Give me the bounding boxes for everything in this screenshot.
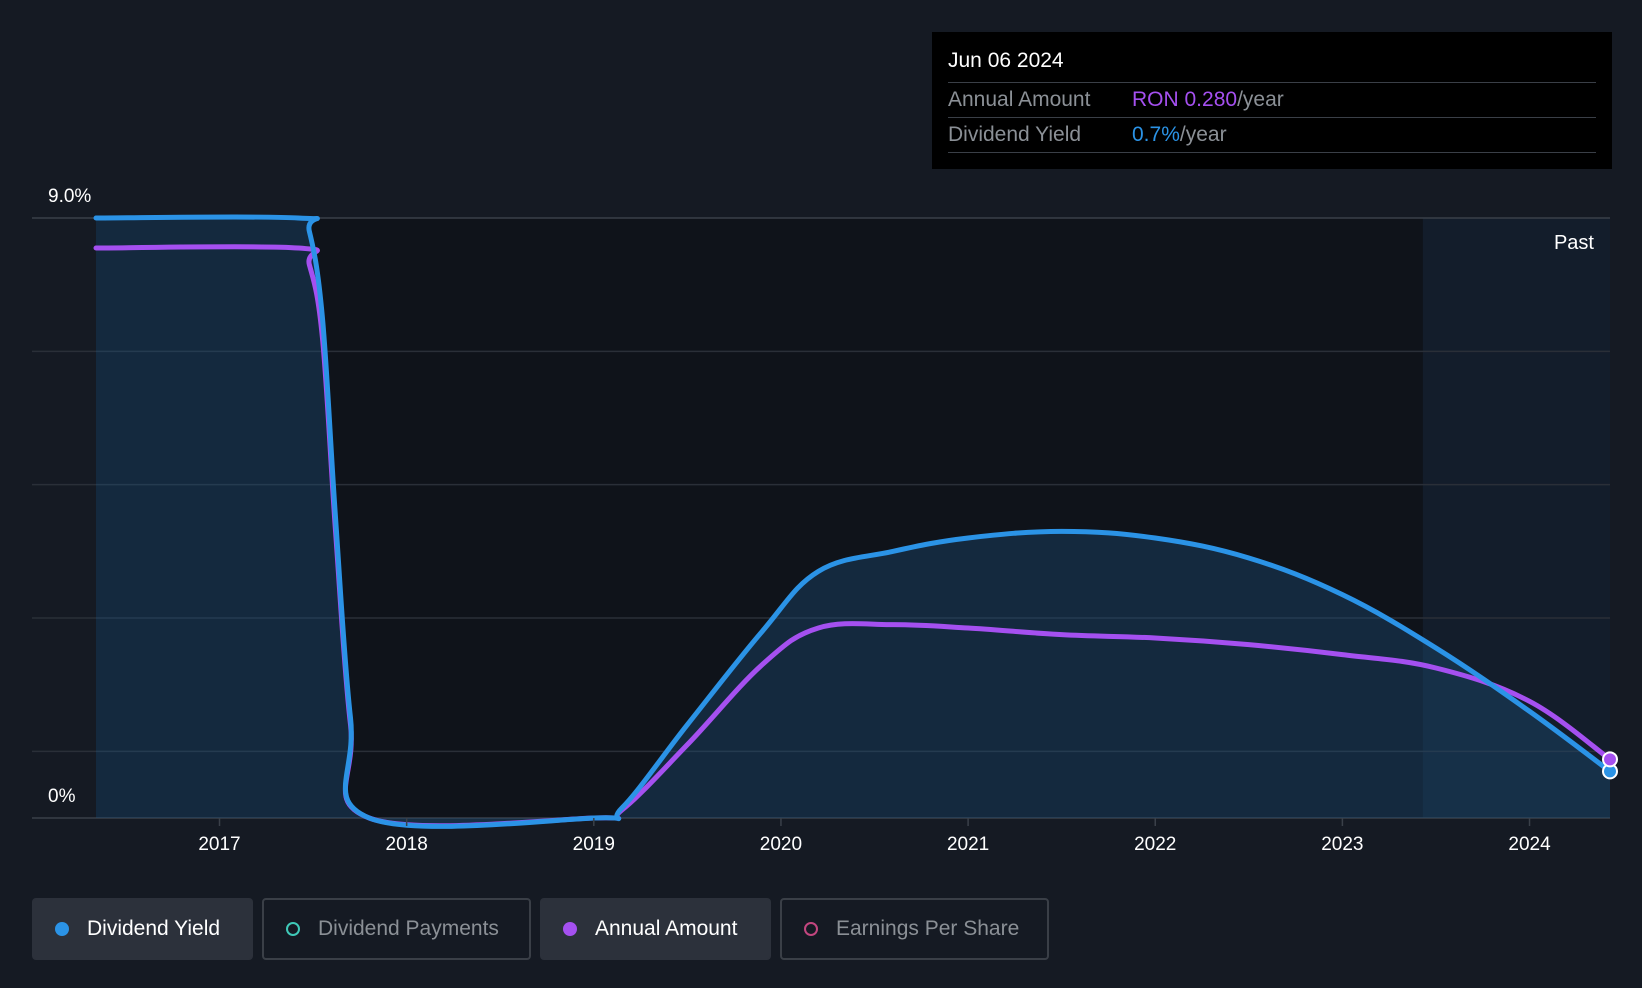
tooltip: Jun 06 2024 Annual Amount RON 0.280/year… [932,32,1612,169]
tooltip-row-dividend-yield: Dividend Yield 0.7%/year [948,118,1596,153]
x-tick-label: 2020 [760,834,802,855]
legend-dividend-payments[interactable]: Dividend Payments [262,898,531,960]
past-label: Past [1554,232,1594,254]
legend-ring-icon [804,922,818,936]
x-tick-label: 2017 [198,834,240,855]
area-dividend-yield [96,216,1610,827]
legend-label: Dividend Yield [87,917,221,940]
line-dividend-yield [93,214,1613,829]
legend: Dividend Yield Dividend Payments Annual … [32,898,1058,960]
y-tick-label-min: 0% [48,786,76,807]
end-marker-annual-amount [1602,751,1618,768]
tooltip-row-annual-amount: Annual Amount RON 0.280/year [948,83,1596,118]
x-tick-label: 2023 [1321,834,1363,855]
legend-dividend-yield[interactable]: Dividend Yield [32,898,253,960]
end-markers [1602,751,1618,780]
tooltip-label: Annual Amount [948,88,1091,111]
y-tick-label-max: 9.0% [48,186,91,207]
past-region [1422,218,1610,818]
legend-annual-amount[interactable]: Annual Amount [540,898,771,960]
y-axis: 9.0% 0% [48,186,91,807]
series-areas [96,216,1610,827]
legend-earnings-per-share[interactable]: Earnings Per Share [780,898,1049,960]
series-lines [93,214,1613,829]
legend-label: Earnings Per Share [836,917,1020,940]
legend-label: Dividend Payments [318,917,499,940]
legend-dot-icon [563,922,577,936]
x-tick-label: 2022 [1134,834,1176,855]
tooltip-date: Jun 06 2024 [948,46,1596,83]
legend-ring-icon [286,922,300,936]
tooltip-label: Dividend Yield [948,123,1082,146]
legend-dot-icon [55,922,69,936]
tooltip-value: 0.7%/year [1132,123,1227,146]
x-tick-label: 2024 [1508,834,1551,855]
tooltip-value: RON 0.280/year [1132,88,1284,111]
x-axis: 2017 2018 2019 2020 2021 2022 2023 2024 [198,818,1551,855]
x-tick-label: 2019 [573,834,615,855]
legend-label: Annual Amount [595,917,738,940]
x-tick-label: 2018 [386,834,428,855]
x-tick-label: 2021 [947,834,989,855]
